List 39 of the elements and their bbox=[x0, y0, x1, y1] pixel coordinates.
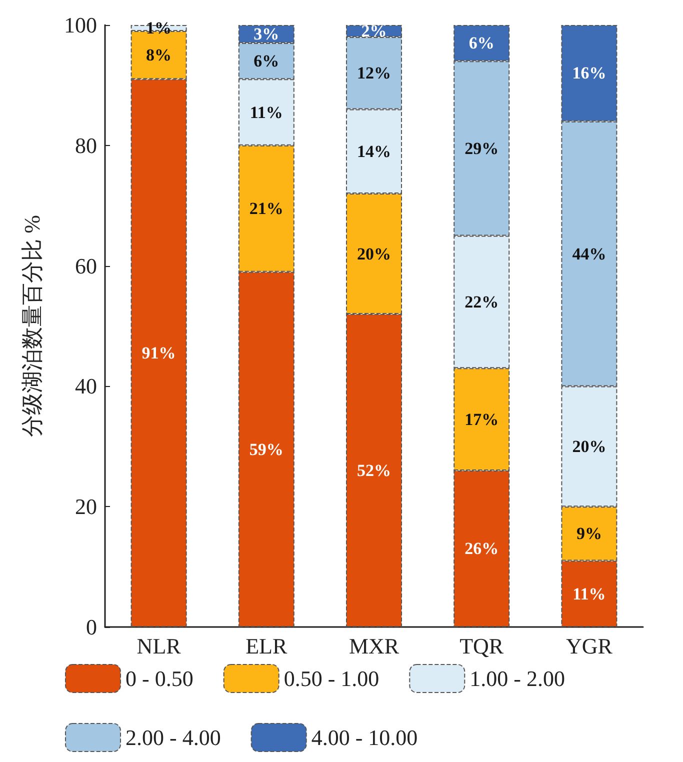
y-tick-label: 40 bbox=[75, 374, 97, 399]
data-label: 22% bbox=[464, 292, 499, 312]
data-label: 3% bbox=[254, 24, 280, 44]
y-tick-label: 0 bbox=[86, 614, 97, 640]
x-tick-label: YGR bbox=[566, 634, 613, 658]
x-tick-label: ELR bbox=[246, 634, 288, 658]
x-tick-label: NLR bbox=[136, 634, 182, 658]
legend-label: 4.00 - 10.00 bbox=[311, 725, 418, 750]
data-label: 20% bbox=[357, 244, 391, 264]
x-tick-label: TQR bbox=[460, 634, 504, 658]
y-tick-label: 20 bbox=[75, 494, 97, 520]
data-label: 2% bbox=[361, 22, 387, 41]
data-label: 16% bbox=[572, 64, 606, 83]
legend-label: 0.50 - 1.00 bbox=[284, 666, 380, 691]
data-label: 21% bbox=[249, 199, 284, 218]
data-label: 6% bbox=[468, 34, 494, 53]
data-label: 52% bbox=[357, 460, 391, 480]
data-label: 91% bbox=[142, 344, 176, 363]
y-tick-label: 80 bbox=[75, 132, 97, 158]
legend-label: 0 - 0.50 bbox=[126, 666, 194, 691]
data-label: 26% bbox=[464, 539, 499, 558]
y-tick-label: 100 bbox=[64, 12, 97, 38]
data-label: 29% bbox=[464, 138, 499, 158]
data-label: 20% bbox=[572, 436, 606, 456]
data-label: 11% bbox=[572, 584, 606, 604]
data-label: 44% bbox=[572, 244, 606, 264]
x-tick-label: MXR bbox=[348, 634, 400, 658]
legend-label: 1.00 - 2.00 bbox=[470, 666, 565, 691]
data-label: 59% bbox=[249, 440, 284, 459]
legend-label: 2.00 - 4.00 bbox=[126, 725, 221, 750]
data-label: 6% bbox=[254, 52, 280, 71]
data-label: 11% bbox=[250, 102, 283, 122]
y-axis-title: 分级湖泊数量百分比 % bbox=[20, 215, 44, 437]
y-tick-label: 60 bbox=[75, 253, 97, 278]
data-label: 8% bbox=[146, 46, 172, 65]
data-label: 9% bbox=[576, 524, 602, 544]
data-label: 17% bbox=[464, 410, 499, 429]
data-label: 14% bbox=[357, 142, 391, 161]
data-label: 12% bbox=[357, 64, 391, 83]
